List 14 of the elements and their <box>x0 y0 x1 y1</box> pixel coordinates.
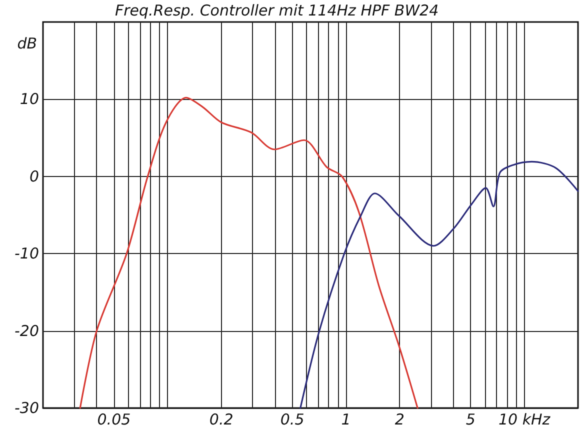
x-tick-label: 1 <box>341 410 351 428</box>
x-tick-label: 0.05 <box>97 410 131 428</box>
x-tick-label: 10 kHz <box>498 410 552 428</box>
x-tick-label: 5 <box>466 410 476 428</box>
x-tick-label: 0.5 <box>280 410 304 428</box>
y-tick-label: -30 <box>14 399 39 417</box>
y-tick-label: -10 <box>14 244 39 263</box>
x-tick-label: 0.2 <box>209 410 234 428</box>
chart-title: Freq.Resp. Controller mit 114Hz HPF BW24 <box>115 2 439 20</box>
y-tick-label: -20 <box>14 322 39 340</box>
y-axis-title: dB <box>17 34 37 52</box>
y-tick-label: 0 <box>29 167 39 186</box>
x-tick-label: 2 <box>394 410 404 428</box>
y-tick-label: 10 <box>20 90 39 108</box>
